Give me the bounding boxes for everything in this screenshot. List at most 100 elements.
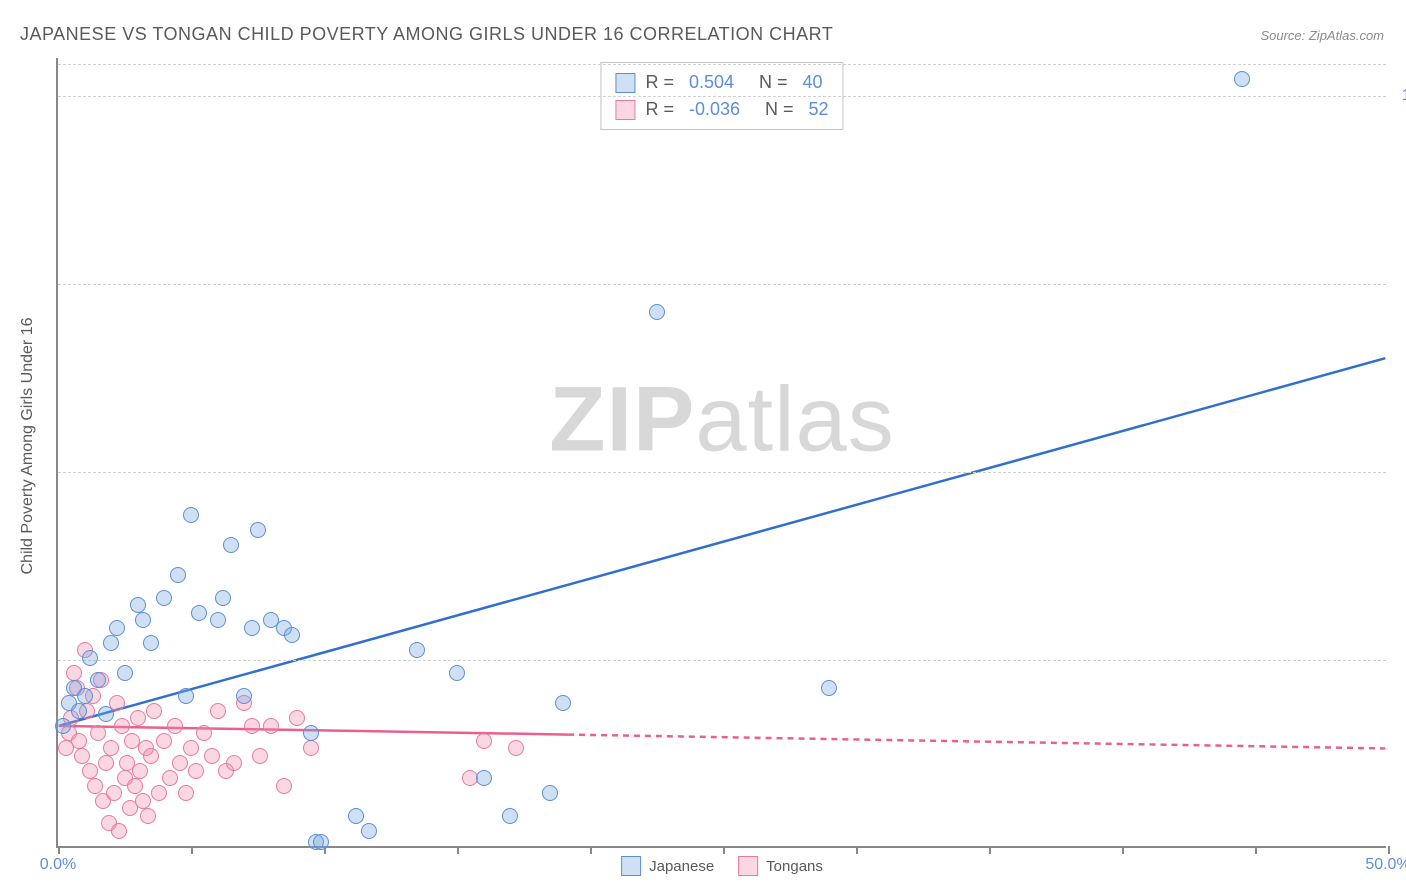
japanese-point <box>476 770 492 786</box>
tongans-point <box>244 718 260 734</box>
japanese-point <box>649 304 665 320</box>
legend-label-tongans: Tongans <box>766 858 823 875</box>
source-attribution: Source: ZipAtlas.com <box>1260 28 1384 43</box>
japanese-point <box>183 507 199 523</box>
tongans-swatch-icon <box>615 100 635 120</box>
japanese-point <box>90 672 106 688</box>
tongans-point <box>252 748 268 764</box>
japanese-point <box>77 688 93 704</box>
x-tick <box>723 846 725 854</box>
tongans-swatch-icon <box>738 856 758 876</box>
x-tick-label: 50.0% <box>1365 856 1406 874</box>
tongans-point <box>140 808 156 824</box>
x-tick <box>1255 846 1257 854</box>
x-tick <box>856 846 858 854</box>
correlation-row-japanese: R = 0.504 N = 40 <box>615 69 828 96</box>
japanese-point <box>82 650 98 666</box>
japanese-swatch-icon <box>615 73 635 93</box>
japanese-point <box>103 635 119 651</box>
y-axis-title: Child Poverty Among Girls Under 16 <box>19 318 37 575</box>
japanese-point <box>178 688 194 704</box>
tongans-point <box>127 778 143 794</box>
tongans-point <box>82 763 98 779</box>
japanese-point <box>361 823 377 839</box>
japanese-point <box>135 612 151 628</box>
gridline-horizontal <box>58 284 1386 285</box>
tongans-point <box>303 740 319 756</box>
tongans-point <box>130 710 146 726</box>
tongans-point <box>103 740 119 756</box>
japanese-point <box>1234 71 1250 87</box>
tongans-r-value: -0.036 <box>689 96 740 123</box>
gridline-horizontal <box>58 660 1386 661</box>
x-tick <box>457 846 459 854</box>
x-tick <box>989 846 991 854</box>
japanese-n-value: 40 <box>803 69 823 96</box>
japanese-point <box>223 537 239 553</box>
x-tick <box>58 846 60 854</box>
japanese-point <box>244 620 260 636</box>
chart-plot-area: ZIPatlas R = 0.504 N = 40 R = -0.036 N =… <box>56 58 1386 848</box>
tongans-point <box>98 755 114 771</box>
tongans-point <box>178 785 194 801</box>
tongans-point <box>263 718 279 734</box>
watermark-light: atlas <box>695 369 894 471</box>
tongans-point <box>183 740 199 756</box>
tongans-point <box>156 733 172 749</box>
legend-item-tongans: Tongans <box>738 856 823 876</box>
japanese-point <box>250 522 266 538</box>
tongans-point <box>146 703 162 719</box>
tongans-point <box>162 770 178 786</box>
japanese-swatch-icon <box>621 856 641 876</box>
tongans-point <box>66 665 82 681</box>
tongans-point <box>172 755 188 771</box>
tongans-point <box>74 748 90 764</box>
japanese-point <box>215 590 231 606</box>
tongans-point <box>132 763 148 779</box>
japanese-point <box>236 688 252 704</box>
tongans-point <box>87 778 103 794</box>
japanese-point <box>284 627 300 643</box>
y-tick-label: 50.0% <box>1396 463 1406 481</box>
tongans-point <box>276 778 292 794</box>
japanese-point <box>409 642 425 658</box>
r-label: R = <box>645 96 679 123</box>
japanese-point <box>130 597 146 613</box>
tongans-point <box>114 718 130 734</box>
japanese-point <box>71 703 87 719</box>
x-tick-label: 0.0% <box>40 856 76 874</box>
japanese-point <box>303 725 319 741</box>
japanese-point <box>109 620 125 636</box>
correlation-row-tongans: R = -0.036 N = 52 <box>615 96 828 123</box>
series-legend: Japanese Tongans <box>621 856 823 876</box>
tongans-point <box>210 703 226 719</box>
tongans-point <box>106 785 122 801</box>
japanese-point <box>313 834 329 850</box>
japanese-point <box>117 665 133 681</box>
gridline-horizontal <box>58 64 1386 65</box>
tongans-point <box>167 718 183 734</box>
n-label: N = <box>750 96 799 123</box>
japanese-point <box>143 635 159 651</box>
tongans-point <box>143 748 159 764</box>
y-tick-label: 25.0% <box>1396 651 1406 669</box>
japanese-point <box>555 695 571 711</box>
tongans-point <box>289 710 305 726</box>
tongans-point <box>90 725 106 741</box>
tongans-point <box>188 763 204 779</box>
x-tick <box>590 846 592 854</box>
japanese-point <box>449 665 465 681</box>
japanese-point <box>821 680 837 696</box>
legend-item-japanese: Japanese <box>621 856 714 876</box>
japanese-point <box>170 567 186 583</box>
tongans-n-value: 52 <box>809 96 829 123</box>
legend-label-japanese: Japanese <box>649 858 714 875</box>
japanese-point <box>502 808 518 824</box>
tongans-point <box>196 725 212 741</box>
trend-line <box>59 358 1386 726</box>
japanese-point <box>210 612 226 628</box>
r-label: R = <box>645 69 679 96</box>
x-tick <box>191 846 193 854</box>
tongans-point <box>135 793 151 809</box>
y-tick-label: 75.0% <box>1396 275 1406 293</box>
